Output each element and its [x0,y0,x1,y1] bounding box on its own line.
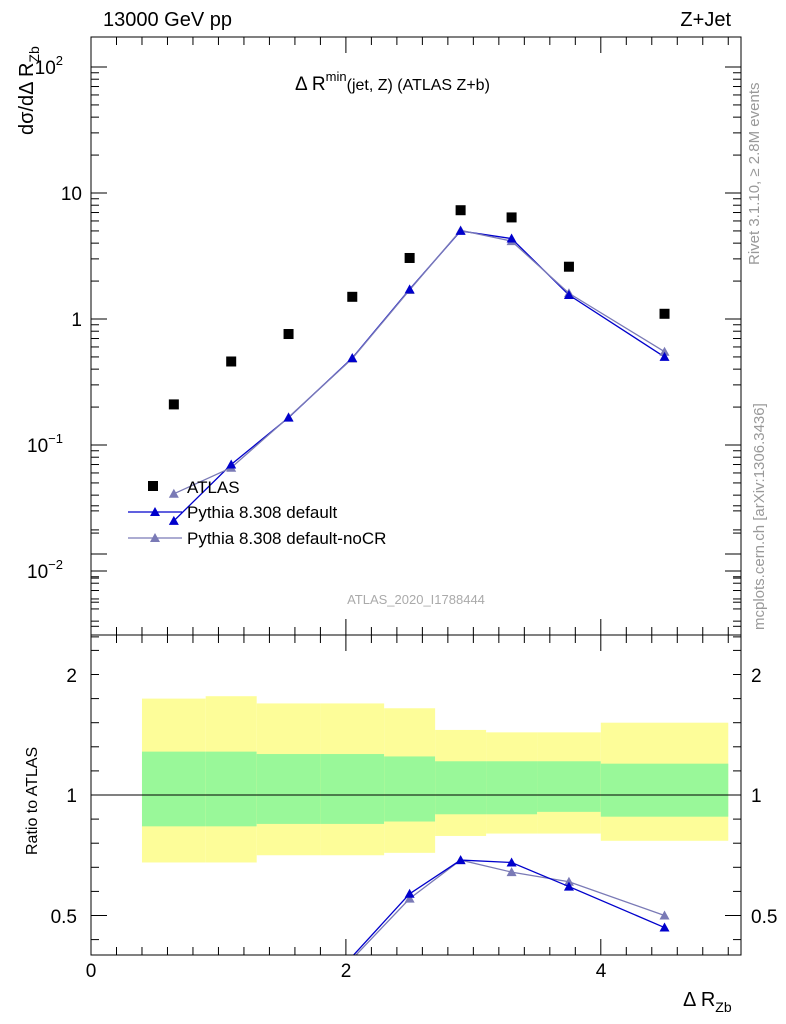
legend-pythia-default-label: Pythia 8.308 default [187,503,338,522]
point-atlas [455,205,466,216]
point-atlas [563,261,574,272]
main-panel: 10−2 10−1 1 10 102 dσ/dΔ RZb Δ Rmin(jet,… [16,36,742,638]
ratio-point-pythia-nocr [506,867,517,877]
series-line-pythia-default [173,230,665,522]
x-axis-title: Δ RZb [683,989,732,1015]
ratio-point-pythia-default [506,857,517,867]
band-inner [141,751,206,827]
band-inner [384,756,436,822]
band-inner [600,763,729,817]
point-atlas [404,252,415,263]
point-atlas [226,356,237,367]
band-inner [205,751,257,827]
ratio-point-pythia-nocr [659,910,670,920]
main-ylabel: dσ/dΔ RZb [16,46,42,135]
ytick-label-1e2: 102 [35,53,63,79]
legend-pythia-nocr-marker [150,533,160,542]
legend-atlas-marker [148,481,158,491]
mcplots-label: mcplots.cern.ch [arXiv:1306.3436] [751,403,768,630]
ratio-ytick-right-0.5: 0.5 [751,907,777,928]
legend-pythia-default-marker [150,507,160,516]
point-pythia-default [168,515,179,525]
header-right: Z+Jet [680,9,731,31]
ratio-ytick-right-1: 1 [751,786,762,807]
main-title: Δ Rmin(jet, Z) (ATLAS Z+b) [295,69,490,95]
ratio-point-pythia-nocr [404,893,415,903]
point-pythia-default [347,353,358,363]
ytick-label-1e-1: 10−1 [27,431,63,457]
main-ticks [90,37,741,638]
ratio-ytick-left-1: 1 [66,786,77,807]
point-atlas [347,291,358,302]
ratio-ytick-left-2: 2 [66,666,77,687]
point-pythia-default [506,233,517,243]
band-inner [320,754,385,824]
legend-entry-atlas: ATLAS [148,478,240,497]
point-atlas [283,329,294,340]
point-atlas [659,308,670,319]
main-marks [168,205,670,525]
ratio-point-pythia-default [455,855,466,865]
xtick-label-4: 4 [596,961,607,982]
series-line-pythia-nocr [173,229,665,495]
point-pythia-default [283,412,294,422]
point-atlas [168,399,179,410]
ratio-point-pythia-default [659,922,670,932]
ratio-line-pythia-nocr [355,859,665,955]
point-pythia-default [563,290,574,300]
ratio-ticks [90,505,741,955]
legend-atlas-label: ATLAS [187,478,240,497]
ratio-ylabel: Ratio to ATLAS [24,747,41,855]
legend-entry-pythia-nocr: Pythia 8.308 default-noCR [128,529,386,548]
ytick-label-1e-2: 10−2 [27,557,63,583]
band-inner [256,754,321,824]
band-inner [537,761,601,812]
point-atlas [506,212,517,223]
point-pythia-default [226,459,237,469]
point-pythia-default [659,351,670,361]
analysis-watermark: ATLAS_2020_I1788444 [347,592,485,607]
ratio-point-pythia-default [563,881,574,891]
band-inner [435,761,487,815]
ratio-point-pythia-default [404,888,415,898]
ratio-panel: 2 1 0.5 2 1 0.5 0 2 4 Ratio to ATLAS Δ R… [24,505,777,1015]
ratio-ytick-right-2: 2 [751,666,762,687]
ratio-line-pythia-default [352,859,665,955]
legend: ATLAS Pythia 8.308 default Pythia 8.308 … [128,478,386,548]
point-pythia-default [404,284,415,294]
point-pythia-nocr [168,488,179,498]
point-pythia-default [455,225,466,235]
legend-pythia-nocr-label: Pythia 8.308 default-noCR [187,529,386,548]
legend-entry-pythia-default: Pythia 8.308 default [128,503,338,522]
ytick-label-10: 10 [61,184,82,205]
ratio-bands [141,696,729,863]
xtick-label-2: 2 [341,961,352,982]
ratio-ytick-left-0.5: 0.5 [51,907,77,928]
point-pythia-nocr [659,346,670,356]
rivet-label: Rivet 3.1.10, ≥ 2.8M events [746,83,763,266]
ytick-label-1: 1 [71,310,82,331]
header-left: 13000 GeV pp [103,9,232,31]
band-inner [486,761,538,815]
ratio-marks [352,855,670,955]
xtick-label-0: 0 [86,961,97,982]
ratio-point-pythia-nocr [563,876,574,886]
ratio-series-group [352,855,670,955]
